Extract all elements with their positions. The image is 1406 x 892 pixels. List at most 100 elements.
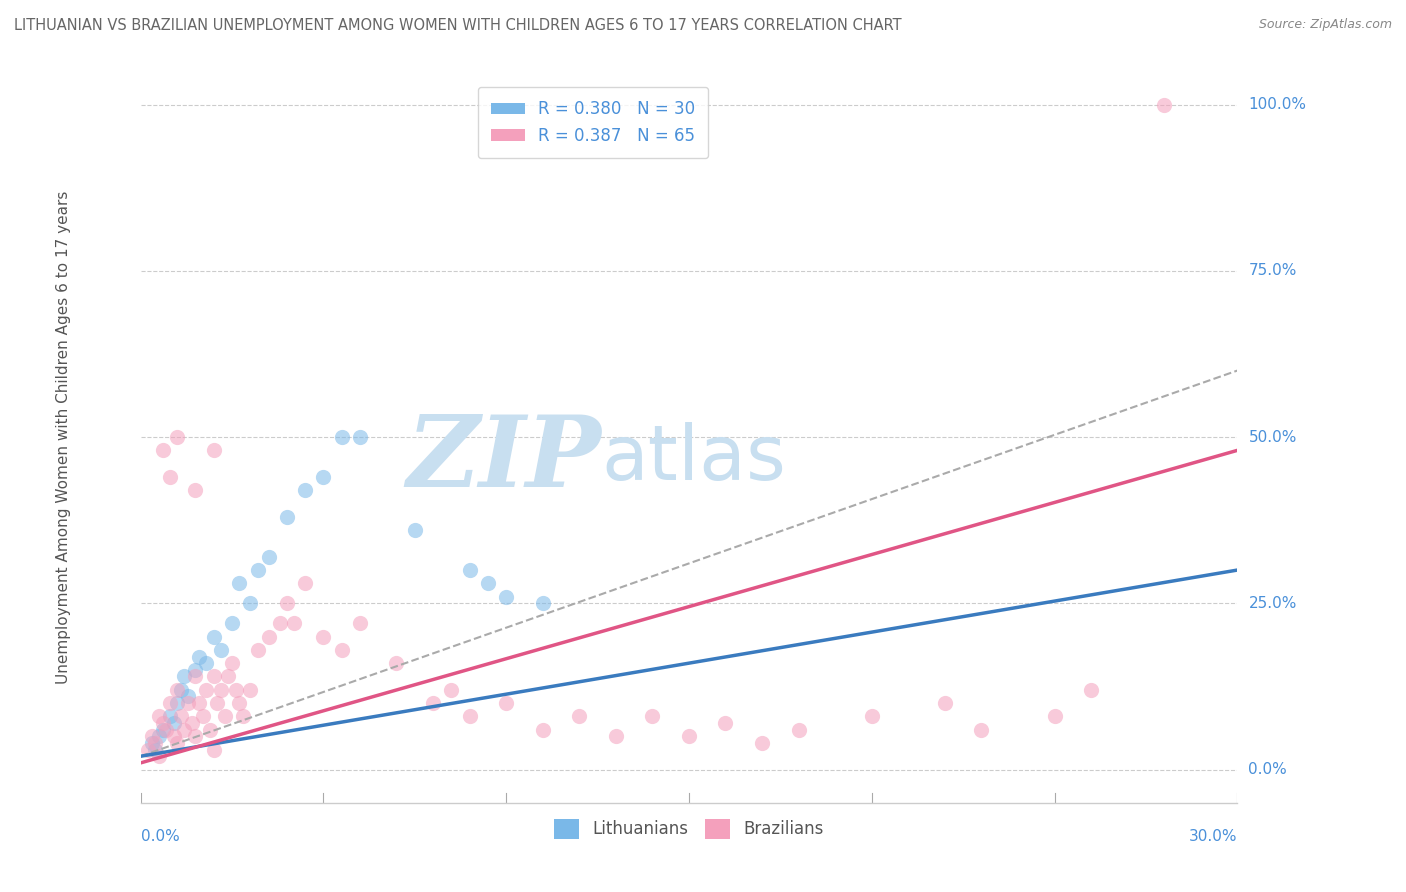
Point (246, 643, 269, 657)
Text: 30.0%: 30.0% (1189, 830, 1237, 845)
Point (239, 682, 262, 697)
Point (152, 723, 174, 737)
Point (159, 696, 181, 710)
Point (198, 723, 221, 737)
Point (148, 709, 170, 723)
Point (202, 443, 225, 458)
Point (177, 696, 200, 710)
Point (148, 749, 170, 764)
Point (257, 549, 280, 564)
Point (330, 643, 353, 657)
Point (202, 742, 225, 756)
Point (349, 430, 371, 444)
Legend: Lithuanians, Brazilians: Lithuanians, Brazilians (547, 812, 831, 846)
Point (152, 443, 174, 458)
Point (159, 709, 181, 723)
Point (155, 723, 177, 737)
Point (422, 696, 444, 710)
Point (312, 630, 335, 644)
Point (404, 523, 426, 537)
Point (188, 696, 211, 710)
Point (495, 590, 517, 604)
Point (225, 682, 247, 697)
Point (202, 630, 225, 644)
Point (173, 723, 195, 737)
Point (170, 709, 193, 723)
Point (177, 690, 200, 704)
Point (239, 596, 262, 610)
Point (152, 716, 174, 731)
Point (162, 729, 184, 743)
Point (678, 729, 700, 743)
Point (970, 723, 993, 737)
Point (214, 709, 236, 723)
Point (477, 576, 499, 591)
Point (184, 483, 207, 498)
Point (166, 682, 188, 697)
Point (184, 669, 207, 683)
Point (207, 696, 229, 710)
Point (184, 663, 207, 677)
Point (276, 509, 298, 524)
Point (787, 723, 810, 737)
Point (294, 483, 316, 498)
Point (605, 729, 627, 743)
Point (294, 576, 316, 591)
Point (141, 736, 163, 750)
Point (184, 729, 207, 743)
Point (202, 669, 225, 683)
Point (217, 669, 239, 683)
Text: Source: ZipAtlas.com: Source: ZipAtlas.com (1258, 18, 1392, 31)
Point (209, 643, 232, 657)
Point (166, 736, 188, 750)
Point (173, 669, 195, 683)
Point (246, 563, 269, 577)
Point (221, 656, 243, 670)
Point (312, 470, 335, 484)
Point (148, 729, 170, 743)
Point (934, 696, 956, 710)
Point (228, 696, 250, 710)
Point (221, 616, 243, 631)
Point (385, 656, 408, 670)
Point (170, 682, 193, 697)
Point (531, 596, 554, 610)
Point (159, 470, 181, 484)
Point (143, 742, 166, 756)
Text: 0.0%: 0.0% (1249, 762, 1286, 777)
Point (191, 709, 214, 723)
Point (495, 696, 517, 710)
Point (860, 709, 883, 723)
Text: ZIP: ZIP (406, 411, 602, 508)
Point (458, 563, 481, 577)
Point (143, 736, 166, 750)
Point (162, 716, 184, 731)
Text: Unemployment Among Women with Children Ages 6 to 17 years: Unemployment Among Women with Children A… (56, 190, 72, 684)
Point (195, 682, 218, 697)
Point (276, 596, 298, 610)
Point (228, 576, 250, 591)
Text: 0.0%: 0.0% (141, 830, 180, 845)
Point (568, 709, 591, 723)
Point (714, 716, 737, 731)
Point (257, 630, 280, 644)
Point (458, 709, 481, 723)
Point (1153, 97, 1175, 112)
Point (751, 736, 773, 750)
Point (141, 729, 163, 743)
Point (180, 716, 202, 731)
Point (283, 616, 305, 631)
Point (440, 682, 463, 697)
Point (166, 430, 188, 444)
Point (330, 430, 353, 444)
Text: 100.0%: 100.0% (1249, 97, 1306, 112)
Point (209, 682, 232, 697)
Point (195, 656, 218, 670)
Point (136, 742, 159, 756)
Text: 25.0%: 25.0% (1249, 596, 1296, 611)
Point (232, 709, 254, 723)
Point (1080, 682, 1102, 697)
Text: LITHUANIAN VS BRAZILIAN UNEMPLOYMENT AMONG WOMEN WITH CHILDREN AGES 6 TO 17 YEAR: LITHUANIAN VS BRAZILIAN UNEMPLOYMENT AMO… (14, 18, 901, 33)
Point (1043, 709, 1066, 723)
Point (269, 616, 291, 631)
